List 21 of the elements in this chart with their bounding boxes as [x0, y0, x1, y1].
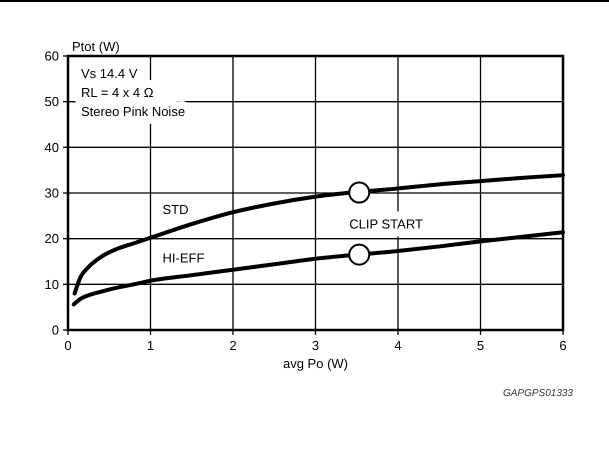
x-tick-label: 3	[312, 338, 320, 353]
annotation: Vs 14.4 V	[81, 66, 138, 81]
x-tick-label: 2	[229, 338, 237, 353]
y-tick-label: 40	[44, 140, 59, 155]
text: GAPGPS01333	[502, 388, 574, 399]
y-tick-label: 60	[44, 48, 59, 64]
y-tick-label: 20	[44, 231, 59, 246]
x-tick-label: 4	[394, 338, 402, 353]
x-tick-label: 1	[146, 338, 154, 353]
series-label: STD	[162, 202, 188, 217]
x-tick-label: 0	[64, 338, 72, 353]
x-tick-label: 5	[476, 338, 484, 353]
x-axis-title: avg Po (W)	[282, 356, 348, 371]
series-label: HI-EFF	[162, 250, 204, 266]
x-tick-label: 6	[559, 338, 567, 353]
y-axis-title: Ptot (W)	[72, 39, 120, 54]
y-tick-label: 10	[44, 276, 59, 292]
y-tick-label: 30	[44, 186, 59, 200]
y-tick-label: 0	[52, 322, 59, 338]
annotation: Stereo Pink Noise	[81, 104, 186, 119]
y-tick-label: 50	[44, 94, 59, 110]
